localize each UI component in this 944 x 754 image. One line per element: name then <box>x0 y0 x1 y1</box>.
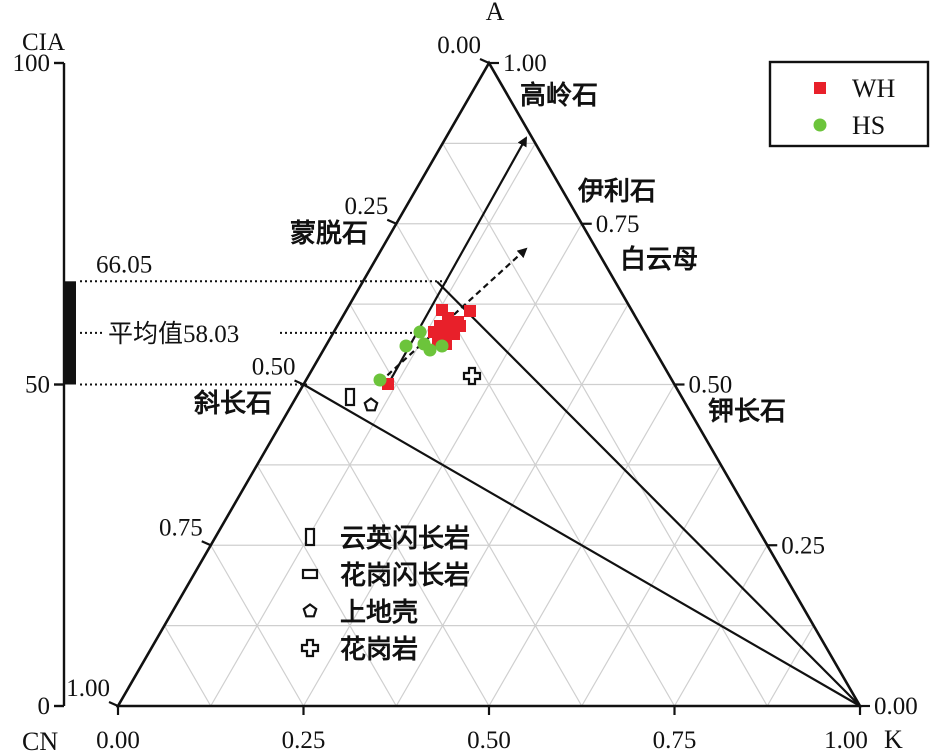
bottom-tick-label: 0.75 <box>653 727 697 754</box>
left-tick <box>294 379 304 386</box>
vertex-label-a: A <box>486 0 505 26</box>
mineral-label: 斜长石 <box>193 389 272 418</box>
bottom-tick-label: 0.25 <box>282 727 326 754</box>
grid-line <box>210 544 305 707</box>
left-tick <box>108 700 119 708</box>
right-tick-label: 0.25 <box>781 532 825 559</box>
data-point-hs <box>423 343 437 357</box>
data-point-hs <box>373 373 387 387</box>
cia-tick-label: 50 <box>25 372 50 399</box>
left-tick <box>479 57 490 65</box>
cia-tick-label: 0 <box>38 693 51 720</box>
grid-line <box>349 303 583 707</box>
reference-legend-label: 云英闪长岩 <box>340 524 470 553</box>
data-point-hs <box>413 325 427 339</box>
left-tick <box>386 218 397 225</box>
cia-tick-label: 100 <box>13 50 51 77</box>
legend: WH HS <box>768 60 930 148</box>
reference-legend-marker <box>301 568 319 580</box>
data-point-hs <box>399 339 413 353</box>
mineral-label: 白云母 <box>620 244 698 274</box>
cia-range-bar <box>64 281 76 385</box>
right-tick-label: 0.00 <box>874 693 918 720</box>
reference-label-bg <box>104 316 280 347</box>
cia-axis: CIA 0 50 100 <box>13 29 76 720</box>
vertex-label-cn: CN <box>22 727 58 754</box>
vertex-labels: A CN K <box>22 0 903 754</box>
reference-lines: 66.05 平均值58.03 <box>80 251 447 386</box>
bottom-tick-label: 0.50 <box>467 727 511 754</box>
data-point-wh <box>428 326 440 338</box>
left-tick <box>201 540 212 547</box>
right-tick-label: 0.75 <box>596 211 640 238</box>
reference-point <box>344 387 356 407</box>
legend-box <box>768 60 930 148</box>
reference-legend-marker <box>304 527 316 547</box>
right-tick-label: 0.50 <box>689 372 733 399</box>
reference-label: 66.05 <box>96 251 152 278</box>
left-tick-label: 0.25 <box>345 193 389 220</box>
left-tick-label: 0.75 <box>159 514 203 541</box>
mineral-label: 高岭石 <box>520 80 598 110</box>
bottom-tick-label: 0.00 <box>96 727 140 754</box>
legend-label: HS <box>852 111 885 140</box>
grid-line <box>302 384 490 707</box>
reference-label: 平均值58.03 <box>108 320 239 348</box>
reference-point <box>363 397 379 412</box>
right-tick-label: 1.00 <box>503 50 547 77</box>
grid-line <box>442 143 768 707</box>
reference-legend-label: 花岗闪长岩 <box>340 561 470 590</box>
vertex-label-k: K <box>884 725 903 754</box>
left-tick-label: 0.00 <box>437 32 481 59</box>
trend-line-dashed <box>379 247 528 383</box>
grid-line <box>256 464 397 707</box>
mixing-line-k <box>436 280 861 707</box>
cia-axis-title: CIA <box>22 29 65 56</box>
reference-legend-label: 花岗岩 <box>340 635 418 664</box>
legend-marker-hs <box>813 118 827 132</box>
bottom-tick-label: 1.00 <box>824 727 868 754</box>
left-tick-label: 0.50 <box>252 354 296 381</box>
left-tick-label: 1.00 <box>66 675 110 702</box>
edge-ticks: 0.00 0.25 0.50 0.75 1.000.000.250.500.751.00… <box>66 32 918 754</box>
mineral-label: 蒙脱石 <box>290 219 368 248</box>
data-point-hs <box>435 339 449 353</box>
mineral-label: 钾长石 <box>708 397 786 426</box>
reference-legend-marker <box>302 603 318 618</box>
legend-marker-wh <box>814 82 826 94</box>
mineral-label: 伊利石 <box>577 177 656 206</box>
legend-label: WH <box>852 74 896 103</box>
grid-line <box>163 625 212 707</box>
reference-point <box>462 366 482 386</box>
mixing-line-plagioclase <box>302 383 861 707</box>
reference-legend-marker <box>300 638 320 658</box>
data-point-wh <box>454 320 466 332</box>
reference-legend-label: 上地壳 <box>340 598 418 627</box>
data-point-wh <box>464 305 476 317</box>
data-points <box>344 304 482 412</box>
